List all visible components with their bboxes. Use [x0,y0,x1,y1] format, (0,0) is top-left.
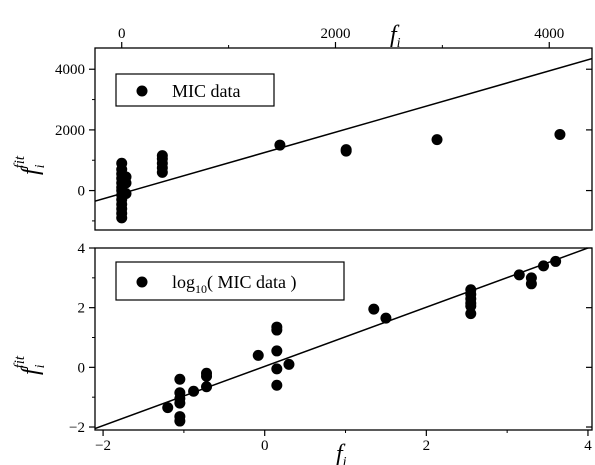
top-y-tick-label: 2000 [55,123,85,139]
top-panel: 0 2000 4000 0 2000 4000 MIC data fi fifit [12,22,593,231]
bottom-x-tick-label: 2 [423,438,431,454]
top-legend-marker [136,85,148,97]
bottom-y-tick-label: −2 [69,420,85,436]
bottom-data-point [271,321,283,333]
bottom-data-point [271,379,283,391]
top-y-tick-label: 0 [78,184,86,200]
bottom-legend: log10( MIC data ) [115,261,345,301]
top-y-tick-label: 4000 [55,62,85,78]
top-x-tick-label: 0 [118,26,126,42]
top-legend: MIC data [115,73,275,107]
bottom-data-point [368,303,380,315]
top-fit-line [95,57,592,202]
bottom-legend-label: log10( MIC data ) [172,272,297,296]
bottom-data-point [538,260,550,272]
top-data-point [156,150,168,162]
bottom-data-point [550,255,562,267]
top-plot-frame [94,47,593,231]
bottom-data-point [188,385,200,397]
top-x-tick-label: 4000 [534,26,564,42]
bottom-data-point [174,397,186,409]
top-data-point [340,144,352,156]
bottom-x-axis-label: fi [336,441,347,465]
bottom-plot-frame [94,247,593,431]
bottom-data-point [283,358,295,370]
top-data-point [431,134,443,146]
bottom-data-point [513,269,525,281]
top-x-tick-label: 2000 [320,26,350,42]
bottom-data-point [252,349,264,361]
bottom-data-point [465,308,477,320]
bottom-legend-marker [136,276,148,288]
bottom-y-tick-label: 2 [78,301,86,317]
bottom-data-point [525,278,537,290]
bottom-data-point [162,402,174,414]
bottom-data-point [174,373,186,385]
bottom-x-tick-label: 4 [584,438,592,454]
bottom-data-point [174,415,186,427]
bottom-data-point [201,370,213,382]
bottom-data-point [271,363,283,375]
bottom-y-axis-label: fifit [12,355,48,375]
top-x-axis-label: fi [390,22,401,51]
top-y-axis-label: fifit [12,155,48,175]
top-data-point [120,171,132,183]
bottom-x-tick-label: 0 [261,438,269,454]
bottom-y-tick-label: 4 [78,241,86,257]
bottom-data-point [380,312,392,324]
top-data-point [116,157,128,169]
bottom-y-tick-label: 0 [78,360,86,376]
top-legend-label: MIC data [172,81,240,101]
bottom-legend-box [115,261,345,301]
top-data-point [554,128,566,140]
bottom-data-point [271,345,283,357]
top-data-point [120,188,132,200]
bottom-x-tick-label: −2 [95,438,111,454]
bottom-data-point [201,381,213,393]
top-data-point [274,139,286,151]
bottom-panel: −2 0 2 4 −2 0 2 4 log10( MIC data ) fi fifit [12,241,593,465]
